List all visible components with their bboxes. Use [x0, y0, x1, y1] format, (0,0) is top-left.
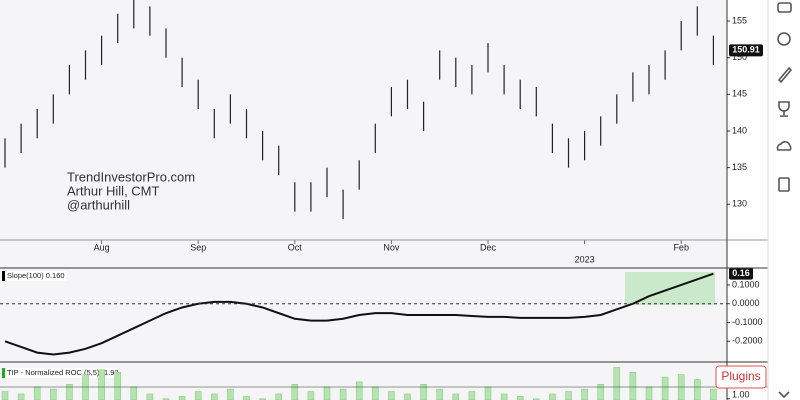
roc-bar — [50, 388, 57, 400]
roc-bar — [114, 371, 121, 400]
roc-bar — [227, 388, 234, 400]
roc-bar — [581, 388, 588, 400]
roc-bar — [484, 386, 492, 400]
icon[interactable] — [777, 32, 791, 46]
y-tick-label: 140 — [732, 125, 747, 135]
x-tick-label: Sep — [190, 242, 206, 252]
sidebar-icons — [776, 2, 793, 399]
roc-bar — [597, 384, 604, 400]
roc-bar — [17, 393, 25, 400]
icon[interactable] — [778, 391, 790, 399]
roc-bar — [613, 367, 621, 400]
roc-bar — [516, 396, 524, 400]
roc-bar — [549, 393, 556, 400]
roc-bar — [629, 371, 637, 400]
y-tick-label: 0.0000 — [732, 298, 760, 308]
panel-title: Slope(100) 0.160 — [7, 271, 65, 280]
title-bg — [5, 368, 117, 378]
roc-bar — [645, 386, 653, 400]
icon[interactable] — [778, 101, 790, 117]
x-tick-label: Dec — [480, 242, 497, 252]
title-marker — [2, 271, 5, 281]
roc-bar — [275, 393, 282, 400]
last-value-label: 0.16 — [732, 268, 750, 278]
roc-bar — [98, 369, 105, 400]
roc-bar — [323, 386, 331, 400]
roc-bar — [211, 393, 218, 400]
roc-bar — [355, 381, 363, 400]
roc-bar — [420, 384, 427, 400]
y-tick-label: 130 — [732, 199, 747, 209]
watermark: TrendInvestorPro.com — [67, 169, 195, 184]
roc-bar — [436, 388, 443, 400]
y-tick-label: 145 — [732, 89, 747, 99]
y-tick-label: -0.2000 — [732, 336, 763, 346]
roc-bar — [372, 386, 379, 400]
watermark: @arthurhill — [67, 197, 130, 212]
roc-bar — [500, 393, 508, 400]
roc-bar — [178, 396, 186, 400]
roc-bar — [565, 391, 572, 400]
y-tick-label: 155 — [732, 15, 747, 25]
plugins-label[interactable]: Plugins — [721, 369, 760, 383]
roc-bar — [146, 393, 154, 400]
x-tick-label: Oct — [288, 242, 303, 252]
icon[interactable] — [778, 177, 790, 192]
y-tick-label: 150 — [732, 52, 747, 62]
plugins-button[interactable] — [715, 365, 767, 389]
x-tick-label: 2023 — [575, 254, 595, 264]
roc-bar — [194, 391, 202, 400]
roc-bar — [291, 384, 299, 400]
title-marker — [2, 368, 5, 378]
roc-bar — [694, 379, 701, 400]
roc-bar — [33, 386, 41, 400]
roc-bar — [452, 393, 460, 400]
y-tick-label: 135 — [732, 162, 747, 172]
watermark: Arthur Hill, CMT — [67, 183, 160, 198]
sidebar — [768, 0, 800, 400]
icon[interactable] — [777, 2, 792, 13]
roc-bar — [468, 391, 476, 400]
icon[interactable] — [777, 66, 793, 84]
last-value-label: 150.91 — [732, 45, 760, 55]
roc-bar — [661, 376, 669, 400]
roc-bar — [1, 391, 9, 400]
last-value-badge — [729, 267, 753, 280]
roc-bar — [243, 396, 250, 400]
roc-bar — [388, 391, 395, 400]
panel-title: TIP - Normalized ROC (5,5) -1.92 — [7, 368, 119, 377]
y-tick-label: -0.1000 — [732, 317, 763, 327]
x-tick-label: Aug — [94, 242, 110, 252]
roc-bar — [677, 374, 685, 400]
slope-line — [4, 272, 714, 356]
y-tick-label: 0.1000 — [732, 279, 760, 289]
roc-bar — [82, 374, 89, 400]
title-bg — [5, 271, 67, 281]
roc-bar — [339, 388, 347, 400]
roc-bar — [130, 386, 138, 400]
y-tick-label: 1.00 — [732, 389, 750, 399]
last-value-badge — [729, 44, 763, 57]
x-tick-label: Feb — [673, 242, 689, 252]
icon[interactable] — [776, 141, 792, 151]
roc-bar — [404, 393, 411, 400]
roc-bar — [710, 388, 717, 400]
x-tick-label: Nov — [383, 242, 400, 252]
roc-bar — [66, 384, 73, 400]
roc-bar — [307, 391, 315, 400]
